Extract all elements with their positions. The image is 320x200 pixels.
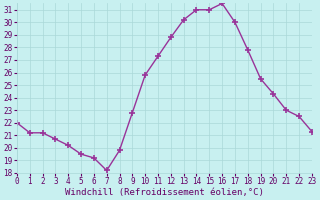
X-axis label: Windchill (Refroidissement éolien,°C): Windchill (Refroidissement éolien,°C) xyxy=(65,188,264,197)
